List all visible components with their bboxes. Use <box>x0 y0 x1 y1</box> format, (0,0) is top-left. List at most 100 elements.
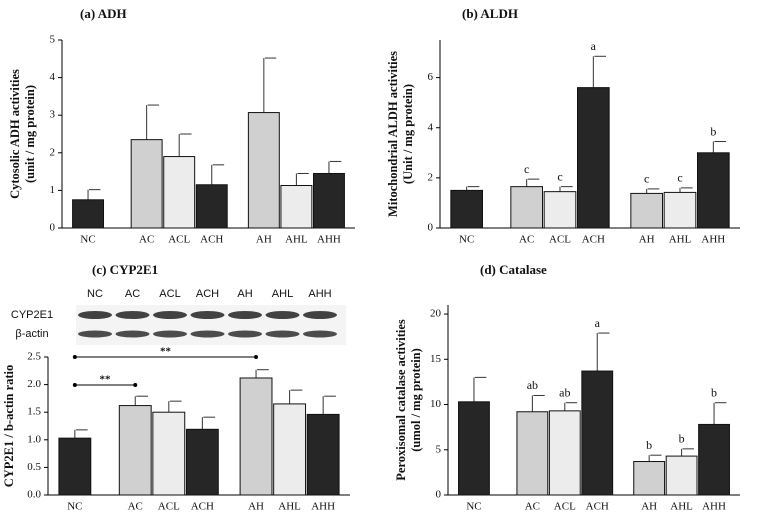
panel-title: (a) ADH <box>80 6 127 21</box>
y-axis-label: (umol / mg protein) <box>409 348 423 452</box>
x-tick-label: AHH <box>311 501 335 513</box>
blot-background <box>76 305 346 345</box>
x-tick-label: AHH <box>701 234 725 246</box>
significance-letter: c <box>557 169 562 183</box>
significance-letter: c <box>644 172 649 186</box>
blot-lane-label: NC <box>87 288 103 300</box>
significance-letter: ab <box>559 385 570 399</box>
x-tick-label: NC <box>67 501 82 513</box>
significance-label: ** <box>160 346 172 358</box>
x-tick-label: AHH <box>317 234 341 246</box>
blot-band <box>78 311 112 319</box>
y-tick-label: 5 <box>436 443 442 455</box>
y-tick-label: 2 <box>428 171 434 183</box>
y-tick-label: 10 <box>430 398 442 410</box>
blot-lane-label: AHH <box>308 288 331 300</box>
blot-lane-label: AH <box>237 288 252 300</box>
bar <box>130 139 163 229</box>
blot-band <box>303 311 337 319</box>
bar <box>185 428 219 496</box>
significance-letter: a <box>591 39 597 53</box>
x-tick-label: ACL <box>549 234 571 246</box>
bar <box>458 401 490 496</box>
bar <box>450 189 484 229</box>
bar <box>548 410 581 496</box>
bar <box>697 152 730 229</box>
bar <box>698 423 730 496</box>
bar <box>633 461 666 496</box>
y-tick-label: 0.0 <box>27 489 41 501</box>
blot-band <box>190 311 225 319</box>
bar <box>510 186 544 229</box>
y-tick-label: 5 <box>50 34 56 46</box>
significance-letter: ab <box>527 378 538 392</box>
significance-letter: a <box>595 316 601 330</box>
y-tick-label: 0 <box>428 222 434 234</box>
bracket-end <box>72 355 77 359</box>
y-tick-label: 3 <box>50 109 56 121</box>
blot-band <box>265 330 300 338</box>
y-tick-label: 4 <box>428 121 434 133</box>
x-tick-label: NC <box>80 234 95 246</box>
bar <box>665 455 698 496</box>
significance-letter: b <box>710 124 716 138</box>
x-tick-label: AHL <box>285 234 308 246</box>
bar <box>306 413 340 496</box>
bracket-end <box>72 383 77 387</box>
x-tick-label: ACL <box>168 234 190 246</box>
y-tick-label: 2 <box>50 146 56 158</box>
bar <box>663 191 697 229</box>
blot-lane-label: AC <box>125 288 140 300</box>
bar <box>273 403 307 496</box>
significance-letter: c <box>524 162 529 176</box>
x-tick-label: ACH <box>582 234 605 246</box>
y-tick-label: 0 <box>50 222 56 234</box>
y-tick-label: 2.5 <box>27 351 41 363</box>
significance-label: ** <box>100 374 112 386</box>
bar <box>577 87 610 229</box>
bar <box>543 191 577 229</box>
x-tick-label: AH <box>641 501 657 513</box>
blot-band <box>303 330 337 338</box>
bar <box>152 411 186 496</box>
blot-band <box>228 311 262 319</box>
bar <box>239 377 273 496</box>
x-tick-label: AHH <box>702 501 726 513</box>
bar <box>118 405 152 496</box>
y-axis-label: (unit / mg protein) <box>23 85 37 183</box>
bracket-end <box>254 355 259 359</box>
x-tick-label: AHL <box>670 501 693 513</box>
blot-lane-label: ACH <box>196 288 219 300</box>
x-tick-label: ACH <box>586 501 609 513</box>
y-axis-label: Mitochondrial ALDH activities <box>386 51 400 217</box>
panel-title: (c) CYP2E1 <box>92 262 158 277</box>
significance-letter: b <box>646 438 652 452</box>
significance-letter: b <box>679 432 685 446</box>
y-tick-label: 1.5 <box>27 406 41 418</box>
x-tick-label: ACL <box>158 501 180 513</box>
bar <box>581 370 614 496</box>
y-axis-label: Cytosolic ADH activities <box>8 69 22 199</box>
y-tick-label: 15 <box>430 353 442 365</box>
x-tick-label: AC <box>519 234 534 246</box>
x-tick-label: ACH <box>191 501 214 513</box>
significance-letter: b <box>711 385 717 399</box>
blot-band <box>228 330 262 338</box>
x-tick-label: AC <box>525 501 540 513</box>
panel-title: (b) ALDH <box>462 6 518 21</box>
y-tick-label: 4 <box>50 71 56 83</box>
blot-row-label: CYP2E1 <box>11 309 53 321</box>
bracket-end <box>133 383 138 387</box>
y-axis-label: (Unit / mg protein) <box>401 84 415 184</box>
x-tick-label: AC <box>139 234 154 246</box>
y-tick-label: 1.0 <box>27 433 41 445</box>
blot-band <box>78 330 112 338</box>
significance-letter: c <box>677 171 682 185</box>
x-tick-label: AC <box>128 501 143 513</box>
blot-lane-label: AHL <box>272 288 293 300</box>
x-tick-label: AH <box>639 234 655 246</box>
bar <box>163 156 196 229</box>
y-tick-label: 6 <box>428 71 434 83</box>
bar <box>247 112 280 229</box>
x-tick-label: ACH <box>200 234 223 246</box>
